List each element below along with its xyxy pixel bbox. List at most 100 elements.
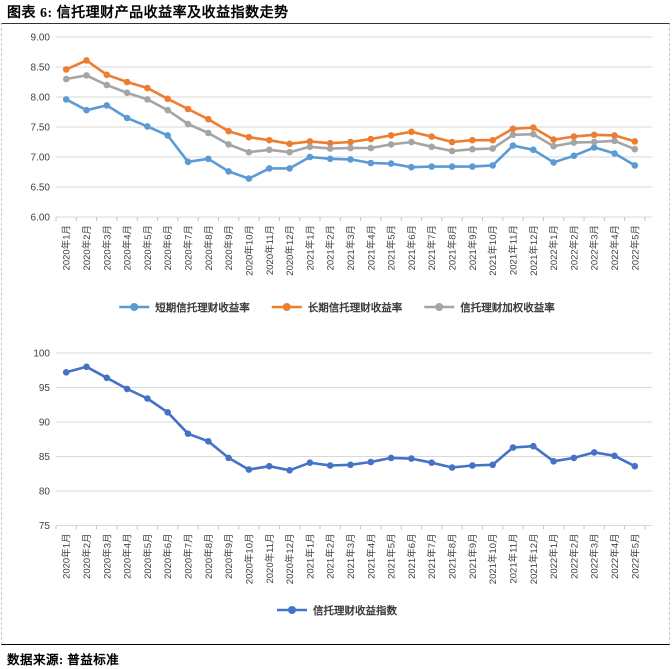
data-point-marker [306, 143, 314, 151]
data-point-marker [286, 140, 293, 148]
data-point-marker [266, 462, 273, 470]
x-axis-tick-label: 2021年4月 [365, 225, 377, 270]
x-axis-tick-label: 2021年7月 [426, 534, 438, 579]
data-point-marker [469, 163, 476, 170]
data-point-marker [570, 133, 578, 140]
data-point-marker [590, 144, 598, 151]
x-axis-tick-label: 2020年11月 [264, 534, 276, 584]
x-axis-tick-label: 2020年10月 [243, 534, 255, 585]
y-axis-tick-label: 95 [39, 383, 51, 394]
x-axis-tick-label: 2020年3月 [101, 534, 113, 579]
data-point-marker [469, 462, 476, 469]
data-point-marker [611, 132, 618, 139]
legend-item: 信托理财收益指数 [277, 604, 397, 617]
x-axis-tick-label: 2022年3月 [589, 225, 601, 270]
x-axis-tick-label: 2022年2月 [568, 534, 580, 579]
x-axis-tick-label: 2021年2月 [325, 225, 337, 270]
data-point-marker [590, 449, 598, 456]
data-point-marker [347, 138, 354, 146]
data-point-marker [387, 141, 395, 148]
x-axis-tick-label: 2021年5月 [386, 534, 398, 579]
data-point-marker [631, 138, 639, 145]
x-axis-tick-label: 2021年10月 [487, 225, 499, 276]
x-axis-tick-label: 2020年4月 [122, 534, 134, 579]
x-axis-tick-label: 2022年4月 [609, 225, 621, 270]
data-point-marker [245, 466, 253, 473]
data-point-marker [184, 105, 192, 113]
data-point-marker [62, 75, 70, 83]
data-point-marker [428, 133, 436, 140]
data-point-marker [83, 363, 90, 371]
data-point-marker [489, 136, 497, 144]
legend-item: 长期信托理财收益率 [271, 301, 403, 314]
x-axis-tick-label: 2020年6月 [162, 225, 174, 270]
y-axis-tick-label: 8.00 [31, 93, 51, 104]
x-axis-tick-label: 2021年11月 [507, 534, 519, 584]
legend-dot-marker [288, 606, 296, 614]
y-axis-tick-label: 9.00 [31, 33, 51, 44]
legend-label: 短期信托理财收益率 [155, 301, 250, 314]
x-axis-tick-label: 2021年3月 [345, 534, 357, 579]
data-point-marker [123, 89, 131, 97]
data-point-marker [347, 156, 354, 163]
data-point-marker [326, 145, 334, 152]
x-axis-tick-label: 2021年5月 [386, 225, 398, 270]
data-point-marker [103, 71, 111, 79]
legend-item: 短期信托理财收益率 [119, 301, 250, 314]
x-axis-tick-label: 2020年2月 [81, 534, 93, 579]
x-axis-tick-label: 2020年4月 [122, 225, 134, 270]
x-axis-tick-label: 2020年9月 [223, 534, 235, 579]
x-axis-tick-label: 2021年6月 [406, 534, 418, 579]
data-point-marker [347, 461, 354, 469]
data-point-marker [489, 145, 497, 152]
data-point-marker [509, 142, 517, 149]
data-point-marker [225, 141, 232, 148]
x-axis-tick-label: 2021年2月 [325, 534, 337, 579]
data-point-marker [123, 78, 131, 86]
series-line [64, 365, 637, 472]
legend-label: 信托理财加权收益率 [460, 301, 555, 314]
data-point-marker [570, 139, 578, 146]
data-point-marker [205, 155, 212, 163]
data-point-marker [326, 462, 334, 469]
data-point-marker [83, 106, 90, 114]
data-point-marker [367, 458, 375, 466]
data-point-marker [428, 143, 436, 151]
data-point-marker [123, 385, 131, 393]
x-axis-tick-label: 2020年8月 [203, 225, 215, 270]
data-point-marker [631, 162, 639, 169]
x-axis-tick-label: 2020年11月 [264, 225, 276, 275]
data-point-marker [266, 146, 273, 154]
y-axis-tick-label: 75 [39, 521, 51, 532]
data-point-marker [408, 163, 415, 171]
y-axis-tick-label: 90 [39, 418, 51, 429]
data-point-marker [489, 461, 497, 469]
x-axis-tick-label: 2021年7月 [426, 225, 438, 270]
x-axis-tick-label: 2022年5月 [629, 225, 641, 270]
data-point-marker [144, 395, 151, 402]
data-point-marker [266, 136, 273, 144]
x-axis-tick-label: 2022年1月 [548, 534, 560, 579]
x-axis-tick-label: 2020年10月 [243, 225, 255, 276]
x-axis-tick-label: 2021年1月 [304, 534, 316, 579]
data-point-marker [387, 160, 395, 167]
data-point-marker [286, 467, 293, 474]
data-point-marker [509, 131, 517, 139]
data-point-marker [164, 409, 171, 416]
data-point-marker [550, 142, 557, 150]
legend-dot-marker [130, 303, 139, 311]
legend-label: 长期信托理财收益率 [308, 301, 403, 314]
x-axis-tick-label: 2021年8月 [447, 534, 459, 579]
x-axis-tick-label: 2021年6月 [406, 225, 418, 270]
data-point-marker [530, 124, 537, 131]
data-point-marker [408, 455, 415, 462]
data-source: 数据来源: 普益标准 [7, 653, 120, 667]
y-axis-tick-label: 7.00 [31, 153, 51, 164]
data-point-marker [306, 153, 314, 161]
data-point-marker [306, 138, 314, 145]
data-point-marker [83, 57, 90, 64]
data-point-marker [205, 129, 212, 137]
data-point-marker [326, 155, 334, 163]
data-point-marker [103, 102, 111, 109]
